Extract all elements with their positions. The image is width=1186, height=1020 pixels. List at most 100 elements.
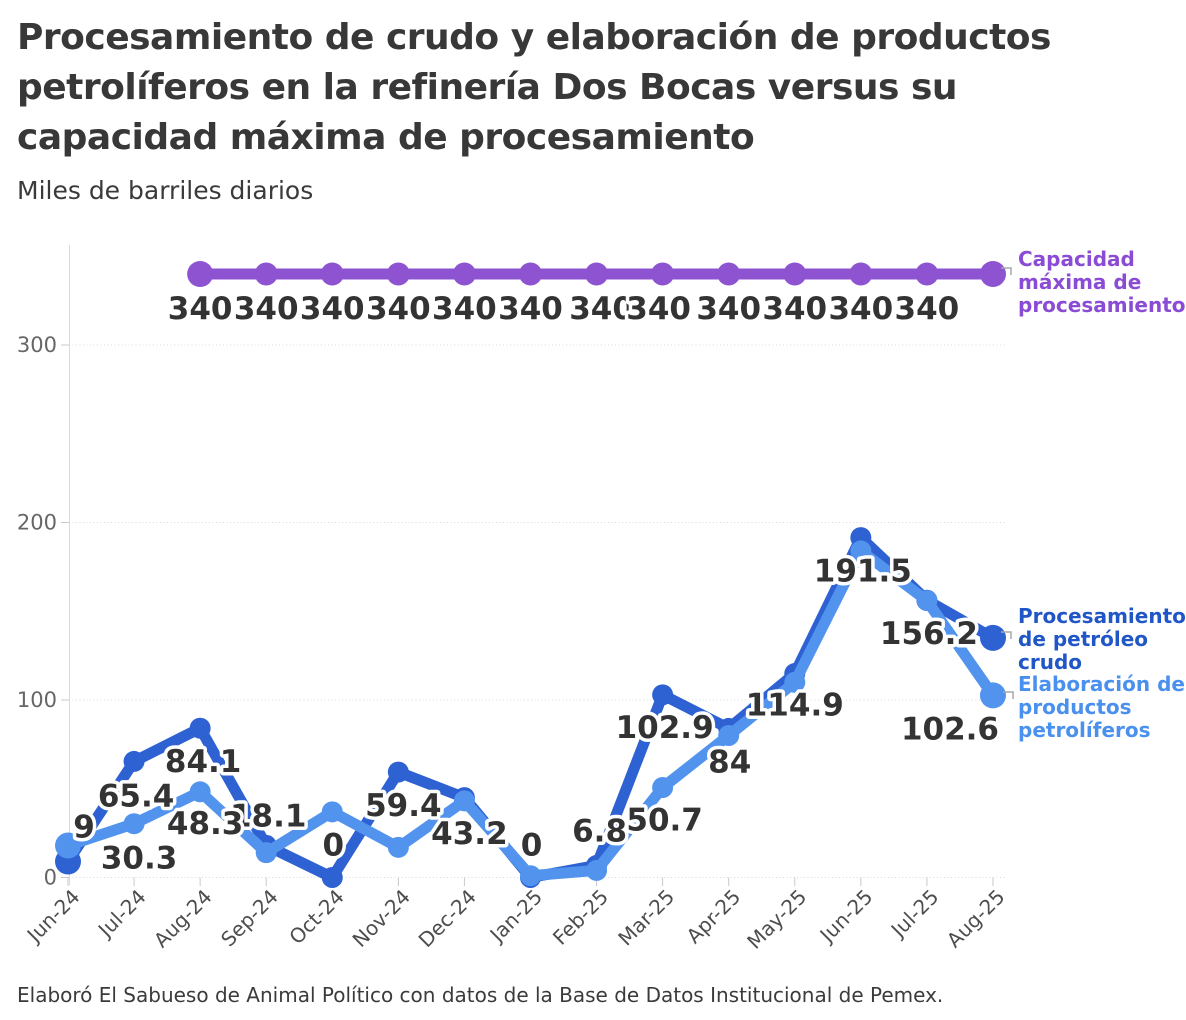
x-axis-label: Nov-24 (348, 885, 415, 952)
data-point-products (321, 801, 343, 823)
value-label-capacity: 340 (234, 291, 299, 327)
legend-capacity: Capacidad (1018, 247, 1135, 271)
data-point-products (519, 865, 541, 887)
x-axis-label: Jul-24 (92, 885, 151, 944)
value-label-crude: 114.9 (746, 688, 844, 724)
x-axis-label: Feb-25 (548, 885, 613, 950)
value-label-capacity: 340 (626, 291, 691, 327)
value-label-capacity: 340 (762, 291, 827, 327)
x-axis-label: May-25 (742, 885, 811, 954)
value-label-crude: 84 (708, 744, 751, 780)
legend-products: petrolíferos (1018, 718, 1151, 742)
leader-line-legend-crude (1001, 631, 1012, 639)
data-point-crude (321, 867, 343, 888)
data-point-products (784, 671, 806, 693)
value-label-capacity: 340 (498, 291, 563, 327)
value-label-capacity: 340 (895, 291, 960, 327)
x-axis-label: Jun-24 (21, 885, 85, 949)
value-label-crude: 102.9 (616, 710, 714, 746)
data-point-crude (387, 761, 409, 783)
y-axis-label: 200 (17, 511, 57, 535)
data-point-crude (652, 684, 674, 706)
value-label-crude: 59.4 (365, 788, 442, 824)
data-point-capacity (717, 262, 741, 286)
value-label-capacity: 340 (696, 291, 761, 327)
data-point-products (123, 813, 145, 835)
y-axis-label: 100 (17, 688, 57, 712)
data-point-products (718, 725, 740, 746)
value-label-capacity: 340 (366, 291, 431, 327)
value-label-capacity: 340 (168, 291, 233, 327)
legend-products: Elaboración de (1018, 672, 1185, 696)
value-label-crude: 156.2 (880, 616, 978, 652)
value-label-capacity: 340 (432, 291, 497, 327)
data-point-products (189, 781, 211, 803)
data-point-crude (123, 750, 145, 772)
x-axis-label: Jul-25 (885, 885, 944, 944)
legend-products: productos (1018, 695, 1132, 719)
x-axis-label: Aug-24 (149, 885, 217, 953)
legend-crude: Procesamiento (1018, 604, 1186, 628)
value-label-products: 30.3 (101, 841, 178, 877)
value-label-capacity: 340 (828, 291, 893, 327)
data-point-capacity (849, 262, 873, 286)
data-point-products (55, 832, 81, 859)
data-point-products (255, 842, 277, 864)
value-label-crude: 84.1 (165, 744, 242, 780)
x-axis-label: Jun-25 (814, 885, 878, 949)
y-axis-label: 0 (44, 866, 57, 890)
value-label-products: 102.6 (901, 711, 999, 747)
data-point-capacity (783, 262, 807, 286)
value-label-crude: 6.8 (572, 813, 627, 849)
data-point-products (916, 590, 938, 612)
leader-line-legend-products (1003, 691, 1014, 699)
legend-capacity: máxima de (1018, 270, 1141, 294)
data-point-products (979, 682, 1006, 709)
data-point-capacity (254, 262, 278, 286)
legend-capacity: procesamiento (1018, 293, 1186, 317)
x-axis-label: Sep-24 (216, 885, 283, 952)
data-point-capacity (386, 262, 410, 286)
x-axis-label: Dec-24 (414, 885, 481, 952)
data-point-crude (979, 624, 1006, 651)
page-title-line: petrolíferos en la refinería Dos Bocas v… (17, 67, 958, 108)
source-note: Elaboró El Sabueso de Animal Político co… (17, 983, 944, 1007)
value-label-products: 50.7 (626, 803, 703, 839)
value-label-crude: 0 (322, 828, 344, 864)
value-label-capacity: 340 (569, 291, 634, 327)
x-axis-label: Apr-25 (682, 885, 746, 949)
data-point-capacity (320, 262, 344, 286)
value-label-products: 43.2 (431, 816, 508, 852)
page-title-line: capacidad máxima de procesamiento (17, 117, 755, 158)
legend-crude: de petróleo (1018, 627, 1148, 651)
data-point-capacity (518, 262, 542, 286)
data-point-capacity (915, 262, 939, 286)
value-label-crude: 9 (73, 810, 95, 846)
y-axis-label: 300 (17, 333, 57, 357)
page-title-line: Procesamiento de crudo y elaboración de … (17, 17, 1051, 58)
data-point-capacity (187, 261, 214, 287)
leader-line-legend-capacity (1001, 267, 1012, 275)
data-point-products (652, 777, 674, 799)
data-point-capacity (651, 262, 675, 286)
data-point-capacity (585, 262, 609, 286)
value-label-crude: 191.5 (814, 554, 912, 590)
data-point-capacity (979, 261, 1006, 287)
data-point-products (387, 836, 409, 858)
value-label-crude: 18.1 (230, 798, 307, 834)
value-label-crude: 0 (521, 828, 543, 864)
data-point-capacity (452, 262, 476, 286)
data-point-products (586, 859, 608, 881)
value-label-capacity: 340 (300, 291, 365, 327)
value-label-products: 48.3 (167, 806, 244, 842)
x-axis-label: Jan-25 (484, 885, 547, 948)
data-point-products (850, 540, 872, 562)
value-label-crude: 65.4 (98, 778, 175, 814)
legend-crude: crudo (1018, 650, 1082, 674)
data-point-products (453, 790, 475, 812)
x-axis-label: Mar-25 (613, 885, 679, 951)
data-point-crude (189, 717, 211, 739)
page-title: Procesamiento de crudo y elaboración de … (17, 13, 1051, 163)
